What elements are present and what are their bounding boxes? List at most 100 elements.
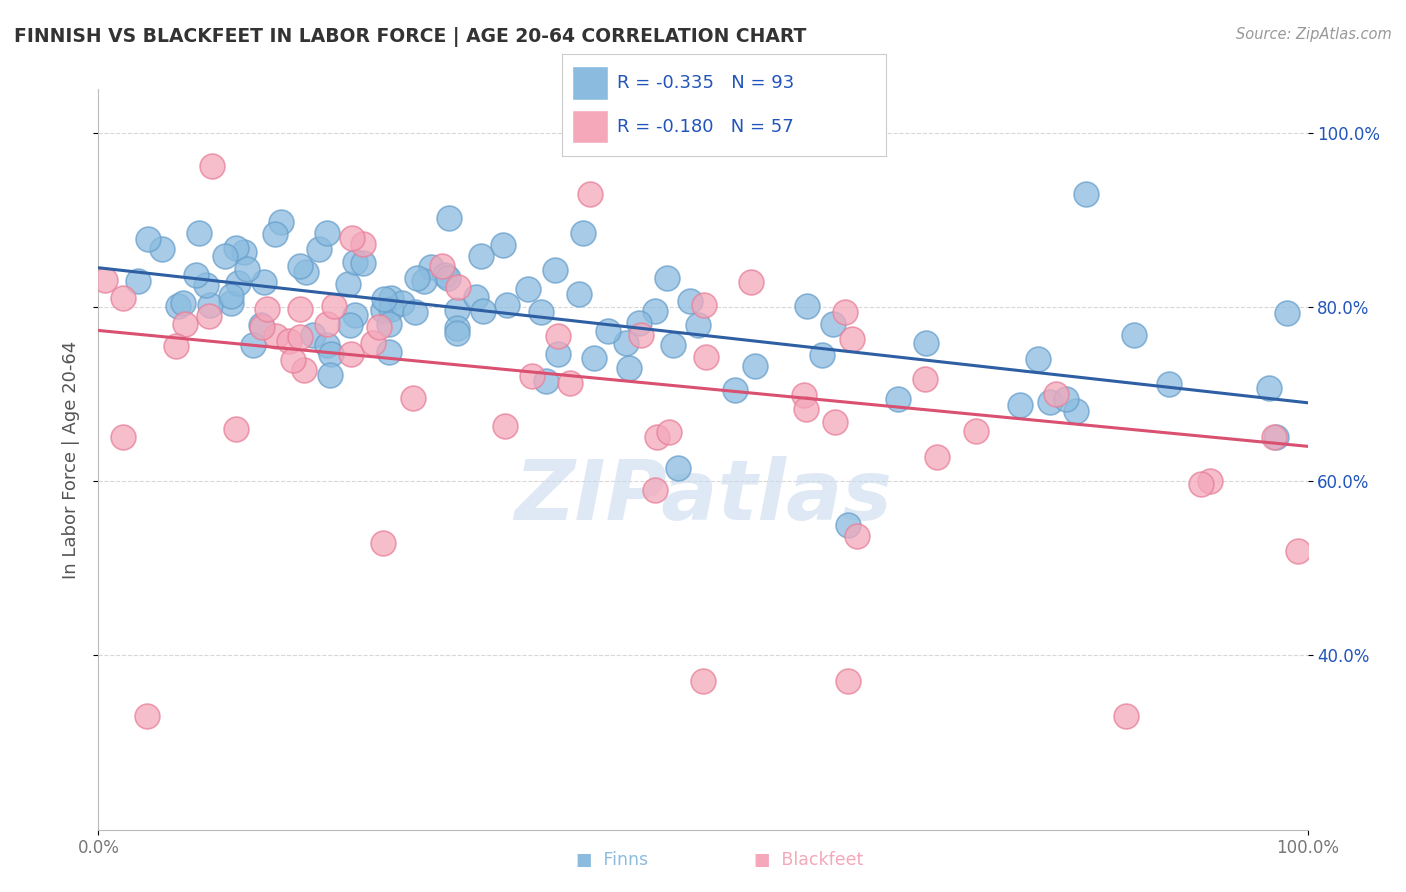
Point: [136, 232, 159, 246]
Text: R = -0.335   N = 93: R = -0.335 N = 93: [617, 74, 794, 92]
Point: [1258, 381, 1281, 395]
Point: [378, 345, 401, 359]
Point: [315, 317, 337, 331]
Point: [319, 346, 342, 360]
Point: [308, 242, 330, 256]
Bar: [572, 110, 607, 144]
Point: [316, 226, 339, 240]
Point: [174, 317, 197, 331]
Point: [693, 298, 716, 312]
Point: [278, 334, 301, 348]
Point: [821, 317, 844, 331]
Point: [811, 348, 834, 362]
Point: [1064, 404, 1087, 418]
Point: [406, 271, 429, 285]
Point: [112, 292, 135, 306]
Point: [290, 302, 312, 317]
Point: [94, 272, 117, 286]
Point: [198, 309, 221, 323]
Point: [965, 424, 987, 438]
Text: R = -0.180   N = 57: R = -0.180 N = 57: [617, 118, 794, 136]
Point: [184, 268, 207, 282]
Point: [1198, 474, 1220, 488]
Point: [1115, 709, 1137, 723]
Point: [740, 275, 762, 289]
Point: [471, 304, 494, 318]
Point: [794, 402, 817, 417]
Point: [692, 674, 714, 689]
Text: ZIPatlas: ZIPatlas: [515, 456, 891, 537]
Point: [127, 274, 149, 288]
Point: [319, 368, 342, 383]
Point: [283, 353, 305, 368]
Point: [447, 280, 470, 294]
Point: [1074, 186, 1097, 201]
Point: [373, 292, 395, 306]
Point: [352, 237, 374, 252]
Point: [225, 241, 247, 255]
Point: [558, 376, 581, 390]
Point: [925, 450, 948, 464]
Point: [295, 265, 318, 279]
Point: [226, 276, 249, 290]
Point: [352, 256, 374, 270]
Point: [887, 392, 910, 406]
Point: [837, 517, 859, 532]
Point: [412, 274, 434, 288]
Text: FINNISH VS BLACKFEET IN LABOR FORCE | AGE 20-64 CORRELATION CHART: FINNISH VS BLACKFEET IN LABOR FORCE | AG…: [14, 27, 807, 46]
Text: Source: ZipAtlas.com: Source: ZipAtlas.com: [1236, 27, 1392, 42]
Point: [658, 425, 681, 439]
Point: [796, 299, 818, 313]
Point: [582, 351, 605, 365]
Point: [1286, 544, 1309, 558]
Point: [315, 338, 337, 352]
Point: [270, 215, 292, 229]
Point: [380, 302, 402, 317]
Point: [1008, 398, 1031, 412]
Point: [340, 346, 363, 360]
Point: [323, 299, 346, 313]
Point: [361, 336, 384, 351]
Point: [547, 329, 569, 343]
Point: [1039, 395, 1062, 409]
Point: [233, 244, 256, 259]
Point: [516, 282, 538, 296]
Point: [165, 339, 187, 353]
Point: [402, 392, 425, 406]
Point: [1189, 476, 1212, 491]
Point: [662, 338, 685, 352]
Point: [302, 327, 325, 342]
Point: [264, 227, 287, 241]
Point: [336, 277, 359, 291]
Point: [380, 291, 402, 305]
Point: [596, 324, 619, 338]
Point: [378, 317, 401, 331]
Point: [373, 303, 395, 318]
Point: [195, 278, 218, 293]
Point: [290, 259, 312, 273]
Point: [914, 372, 936, 386]
Y-axis label: In Labor Force | Age 20-64: In Labor Force | Age 20-64: [62, 340, 80, 579]
Point: [250, 320, 273, 334]
Point: [344, 255, 367, 269]
Point: [439, 211, 461, 226]
Point: [368, 320, 391, 334]
Bar: [572, 66, 607, 100]
Point: [405, 304, 427, 318]
Point: [628, 316, 651, 330]
Point: [167, 299, 190, 313]
Point: [446, 326, 468, 340]
Point: [1157, 377, 1180, 392]
Point: [688, 318, 710, 332]
Point: [446, 321, 468, 335]
Point: [834, 305, 856, 319]
Point: [568, 286, 591, 301]
Point: [547, 347, 569, 361]
Point: [264, 329, 287, 343]
Point: [430, 259, 453, 273]
Point: [578, 186, 600, 201]
Point: [256, 301, 278, 316]
Point: [841, 332, 863, 346]
Point: [112, 430, 135, 444]
Text: ■  Finns: ■ Finns: [575, 851, 648, 869]
